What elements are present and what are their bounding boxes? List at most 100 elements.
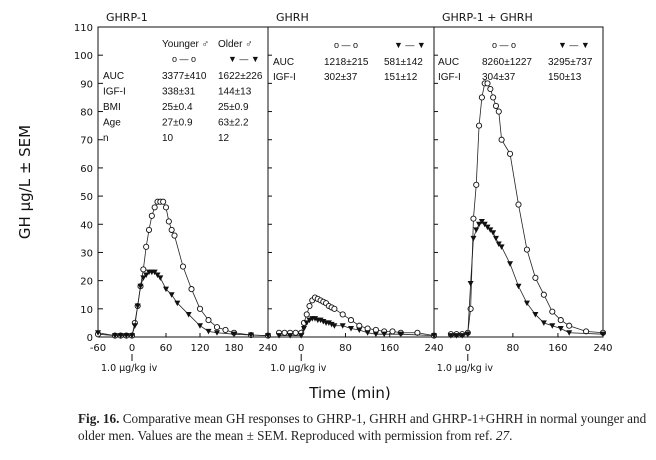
x-tick-label: 240 [258, 343, 277, 354]
y-axis-label: GH μg/L ± SEM [16, 125, 34, 239]
x-axis-label: Time (min) [308, 384, 390, 402]
legend-marker: o — o [334, 40, 358, 50]
data-point-triangle [364, 330, 371, 336]
table-cell: IGF-I [438, 72, 461, 83]
data-point-circle [495, 108, 502, 115]
data-point-triangle [140, 275, 147, 281]
data-point-circle [168, 226, 175, 233]
x-tick-label: 80 [506, 343, 519, 354]
data-point-circle [540, 291, 547, 298]
data-point-triangle [312, 316, 319, 322]
data-point-circle [549, 308, 556, 315]
data-point-triangle [515, 283, 522, 290]
data-point-triangle [151, 269, 158, 276]
x-tick-label: 240 [593, 343, 612, 354]
x-tick-label: 160 [380, 343, 399, 354]
data-point-circle [306, 302, 313, 310]
data-point-circle [557, 317, 564, 324]
data-point-triangle [134, 303, 141, 309]
data-point-triangle [205, 328, 212, 335]
data-point-triangle [143, 272, 150, 278]
table-cell: AUC [103, 71, 124, 82]
y-tick-label: 60 [80, 164, 93, 175]
data-point-triangle [154, 272, 161, 278]
table-cell: Age [103, 118, 121, 129]
data-point-circle [498, 136, 505, 143]
data-point-circle [339, 311, 346, 318]
data-point-triangle [478, 218, 485, 225]
data-point-triangle [459, 333, 466, 339]
data-point-circle [515, 201, 522, 208]
data-point-triangle [117, 333, 124, 339]
y-tick-label: 90 [80, 79, 93, 90]
legend-marker: o — o [492, 40, 516, 50]
data-point-triangle [492, 235, 499, 242]
data-point-circle [196, 305, 204, 312]
y-tick-label: 0 [87, 333, 93, 344]
table-cell: 25±0.9 [218, 102, 249, 113]
data-point-triangle [163, 286, 169, 293]
data-point-circle [281, 329, 288, 336]
data-point-triangle [129, 333, 135, 339]
data-point-triangle [487, 227, 494, 233]
data-point-circle [148, 212, 155, 219]
data-point-triangle [287, 333, 294, 339]
panel-title: GHRP-1 + GHRH [442, 11, 533, 24]
figure-caption: Fig. 16. Comparative mean GH responses t… [78, 410, 648, 444]
data-point-triangle [298, 333, 305, 339]
data-point-triangle [131, 323, 138, 329]
y-tick-label: 20 [80, 277, 93, 288]
data-point-circle [347, 317, 355, 324]
table-cell: 63±2.2 [218, 118, 249, 129]
table-cell: 8260±1227 [482, 57, 532, 68]
data-point-triangle [317, 317, 324, 324]
injection-label: 1.0 μg/kg iv [270, 363, 327, 374]
table-cell: 25±0.4 [162, 102, 193, 113]
y-tick-label: 40 [80, 220, 93, 231]
table-cell: IGF-I [103, 87, 126, 98]
data-point-circle [476, 122, 483, 129]
data-point-circle [414, 329, 421, 336]
data-point-circle [331, 305, 338, 312]
data-point-triangle [168, 292, 175, 298]
data-point-triangle [481, 221, 488, 228]
table-cell: 3295±737 [548, 57, 593, 68]
data-point-circle [160, 198, 167, 205]
y-tick-label: 30 [80, 248, 93, 259]
data-point-circle [162, 204, 170, 211]
table-cell: 144±13 [218, 87, 252, 98]
x-tick-label: 0 [129, 343, 135, 354]
data-point-triangle [523, 300, 530, 307]
caption-end: . [509, 428, 513, 443]
data-point-triangle [476, 221, 483, 228]
data-point-triangle [300, 326, 307, 332]
data-point-triangle [328, 321, 335, 328]
injection-label: 1.0 μg/kg iv [101, 363, 158, 374]
data-point-triangle [557, 326, 564, 332]
injection-label: 1.0 μg/kg iv [437, 363, 494, 374]
data-point-triangle [507, 261, 514, 267]
data-point-triangle [331, 323, 338, 329]
caption-ref: 27 [495, 428, 510, 443]
x-tick-label: -60 [90, 343, 106, 354]
table-cell: IGF-I [273, 72, 296, 83]
data-point-triangle [95, 330, 101, 336]
data-point-triangle [348, 326, 354, 332]
data-point-triangle [470, 235, 477, 242]
table-cell: 12 [218, 133, 230, 144]
data-point-triangle [320, 319, 327, 325]
data-point-circle [389, 328, 396, 335]
data-point-circle [484, 80, 491, 87]
data-point-triangle [498, 244, 505, 250]
data-point-triangle [137, 283, 144, 290]
data-point-triangle [356, 327, 363, 333]
data-point-triangle [197, 323, 203, 329]
data-point-triangle [248, 332, 254, 339]
data-point-triangle [490, 230, 497, 236]
table-column-header: Younger ♂ [162, 39, 209, 50]
data-point-triangle [464, 331, 471, 338]
data-point-triangle [453, 333, 460, 339]
data-point-circle [523, 246, 531, 253]
y-tick-label: 80 [80, 108, 93, 119]
data-point-triangle [174, 300, 181, 307]
